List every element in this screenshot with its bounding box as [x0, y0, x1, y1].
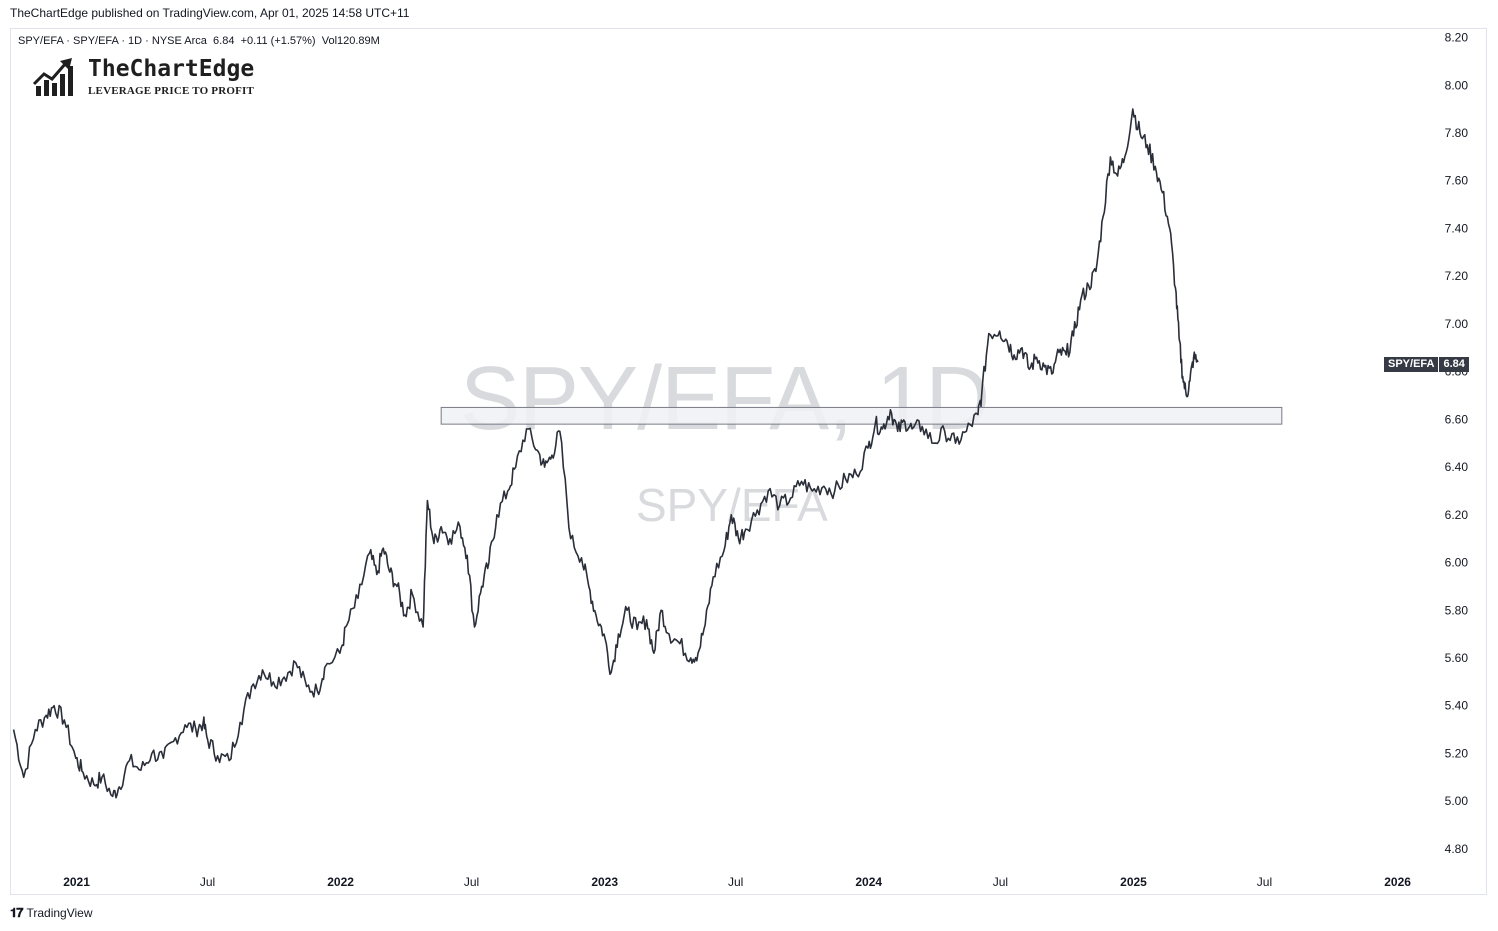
y-tick-label: 7.80	[1445, 126, 1469, 140]
badge-value: 6.84	[1439, 357, 1468, 372]
y-tick-label: 5.00	[1445, 794, 1469, 808]
y-tick-label: 7.00	[1445, 317, 1469, 331]
support-zone-layer	[441, 407, 1282, 424]
y-tick-label: 5.40	[1445, 699, 1469, 713]
y-tick-label: 8.20	[1445, 31, 1469, 45]
footer-brand[interactable]: TradingView	[26, 906, 92, 920]
y-tick-label: 7.40	[1445, 221, 1469, 235]
x-tick-label: 2026	[1384, 875, 1411, 889]
footer: 𝟏𝟕 TradingView	[10, 905, 93, 921]
x-tick-label: 2024	[855, 875, 882, 889]
x-tick-label: Jul	[1257, 875, 1272, 889]
y-tick-label: 6.60	[1445, 412, 1469, 426]
x-axis: 2021 Jul 2022 Jul 2023 Jul 2024 Jul 2025 Jul 2026	[63, 875, 1411, 889]
y-tick-label: 5.80	[1445, 603, 1469, 617]
x-tick-label: 2025	[1120, 875, 1147, 889]
x-tick-label: Jul	[993, 875, 1008, 889]
y-tick-label: 6.20	[1445, 508, 1469, 522]
y-tick-label: 6.00	[1445, 556, 1469, 570]
y-tick-label: 8.00	[1445, 78, 1469, 92]
y-axis: 8.208.007.807.607.407.207.006.806.606.40…	[1445, 31, 1469, 856]
y-tick-label: 5.60	[1445, 651, 1469, 665]
y-tick-label: 7.60	[1445, 174, 1469, 188]
y-tick-label: 7.20	[1445, 269, 1469, 283]
x-tick-label: Jul	[464, 875, 479, 889]
last-price-badge: SPY/EFA 6.84	[1384, 357, 1469, 372]
price-line	[14, 109, 1198, 798]
y-tick-label: 5.20	[1445, 746, 1469, 760]
x-tick-label: Jul	[200, 875, 215, 889]
x-tick-label: 2021	[63, 875, 90, 889]
x-tick-label: Jul	[728, 875, 743, 889]
tradingview-logo-icon: 𝟏𝟕	[10, 905, 22, 921]
support-zone-rect[interactable]	[441, 407, 1282, 424]
y-tick-label: 4.80	[1445, 842, 1469, 856]
badge-symbol: SPY/EFA	[1384, 357, 1438, 372]
x-tick-label: 2022	[327, 875, 354, 889]
y-tick-label: 6.40	[1445, 460, 1469, 474]
x-tick-label: 2023	[591, 875, 618, 889]
